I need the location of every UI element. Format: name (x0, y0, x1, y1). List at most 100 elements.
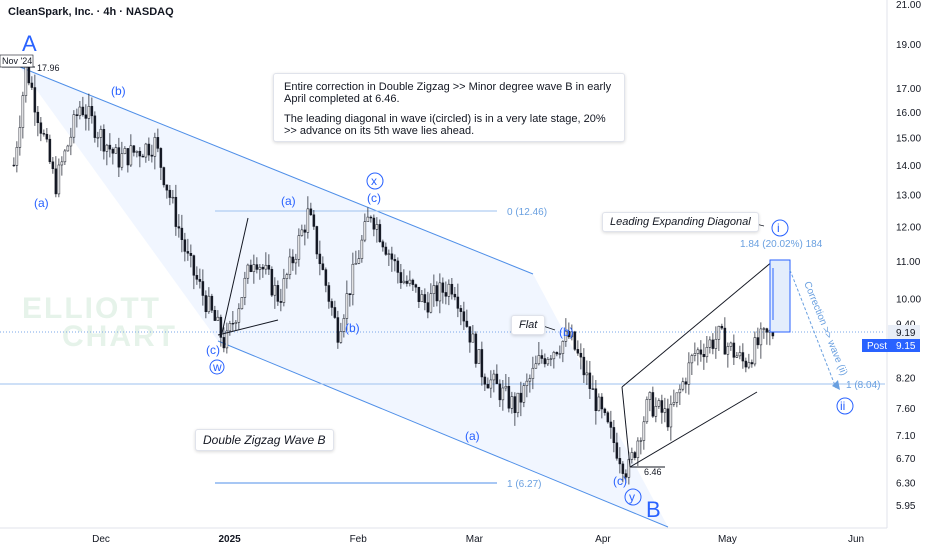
candle-body (294, 258, 298, 264)
low-value-label: 6.46 (644, 467, 662, 477)
candle-body (741, 352, 745, 362)
post-price-badge (862, 339, 920, 352)
candle-body (69, 136, 73, 147)
x-tick-label: Dec (92, 534, 110, 545)
last-price-badge (888, 325, 920, 339)
y-tick-label: 12.00 (896, 222, 921, 233)
wave-b-label-2: (b) (345, 321, 360, 335)
candle-body (753, 337, 757, 365)
y-tick-label: 13.00 (896, 191, 921, 202)
candle-body (708, 339, 712, 348)
y-tick-label: 15.00 (896, 134, 921, 145)
top-label-box (0, 54, 34, 68)
analysis-note[interactable]: Entire correction in Double Zigzag >> Mi… (273, 73, 625, 142)
x-tick-label: Feb (350, 534, 368, 545)
candle-body (504, 386, 508, 389)
flat-tag[interactable]: Flat (511, 315, 546, 335)
y-tick-label: 19.00 (896, 40, 921, 51)
candle-body (639, 440, 643, 442)
candle-body (363, 221, 367, 241)
note-line-2: The leading diagonal in wave i(circled) … (284, 113, 606, 137)
candle-body (297, 235, 301, 260)
candle-body (435, 285, 439, 302)
candle-body (633, 452, 637, 458)
y-tick-label: 7.60 (896, 404, 916, 415)
candle-body (336, 317, 340, 343)
leading-diagonal-tag[interactable]: Leading Expanding Diagonal (602, 212, 759, 232)
candle-body (642, 421, 646, 441)
candle-body (579, 352, 583, 358)
candle-body (51, 161, 55, 170)
wave-A-label: A (22, 31, 37, 56)
candle-body (105, 144, 109, 152)
candle-body (198, 279, 202, 282)
candle-body (405, 280, 409, 284)
candle-body (171, 196, 175, 199)
candle-body (279, 301, 283, 303)
top-value-label: 17.96 (37, 63, 60, 73)
candle-body (609, 421, 613, 428)
candle-body (60, 161, 64, 166)
candle-body (468, 326, 472, 343)
candle-body (261, 266, 265, 270)
x-tick-label: May (718, 534, 737, 545)
candle-body (126, 148, 130, 166)
candle-body (459, 308, 463, 312)
candle-body (216, 316, 220, 321)
wave-a-label-3: (a) (465, 429, 480, 443)
candle-body (318, 253, 322, 265)
candle-body (360, 239, 364, 259)
candle-body (393, 259, 397, 262)
candle-body (714, 338, 718, 349)
candle-body (285, 274, 289, 279)
candle-body (186, 251, 190, 254)
candle-body (267, 264, 271, 270)
candle-body (42, 133, 46, 135)
candle-body (717, 325, 721, 340)
top-date-label: Nov '24 (2, 56, 32, 66)
candle-body (204, 295, 208, 313)
candle-body (33, 87, 37, 113)
candle-body (66, 145, 70, 152)
candle-body (255, 264, 259, 270)
candle-body (489, 379, 493, 389)
candle-body (24, 65, 28, 96)
candle-body (576, 349, 580, 354)
candle-body (510, 396, 514, 409)
candle-body (81, 106, 85, 116)
candle-body (159, 148, 163, 168)
candle-body (681, 381, 685, 390)
candle-body (408, 279, 412, 284)
candle-body (720, 325, 724, 329)
candle-body (321, 263, 325, 270)
wave-i-circle (771, 219, 789, 237)
candle-body (39, 122, 43, 134)
wave-b-label-1: (b) (111, 84, 126, 98)
candle-body (621, 463, 625, 474)
candle-body (327, 285, 331, 302)
candle-body (210, 295, 214, 311)
y-tick-label: 6.70 (896, 454, 916, 465)
wave-ii-circle (836, 397, 854, 415)
candle-body (228, 323, 232, 332)
candle-body (258, 266, 262, 270)
double-zigzag-tag[interactable]: Double Zigzag Wave B (195, 429, 334, 451)
candle-body (513, 396, 517, 414)
wave-y-label: y (629, 490, 635, 504)
wave-c-label-3: (c) (613, 474, 627, 488)
candle-body (381, 241, 385, 248)
candle-body (165, 184, 169, 191)
candle-body (177, 226, 181, 229)
candle-body (624, 473, 628, 478)
candle-body (183, 239, 187, 252)
candle-body (72, 114, 76, 138)
candle-body (762, 328, 766, 330)
wave-c-label-1: (c) (206, 343, 220, 357)
candle-body (144, 143, 148, 158)
candle-body (246, 264, 250, 279)
candle-body (414, 284, 418, 288)
candle-body (252, 264, 256, 272)
candle-body (531, 367, 535, 379)
candle-body (498, 383, 502, 401)
candle-body (750, 362, 754, 365)
